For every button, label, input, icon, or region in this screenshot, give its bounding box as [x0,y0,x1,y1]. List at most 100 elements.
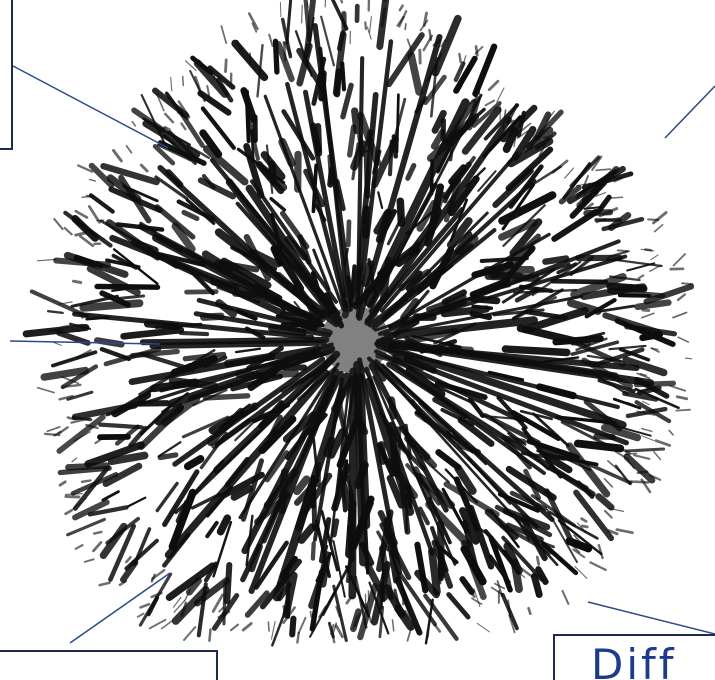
crystal-branch [446,592,471,620]
crystal-branch [672,253,686,267]
crystal-branch [94,436,105,445]
crystal-branch [380,7,387,28]
crystal-branch [576,480,595,499]
crystal-branch [230,484,253,501]
crystal-branch [56,330,91,346]
crystal-branch [675,408,691,412]
crystal-branch [357,111,382,167]
crystal-branch [241,622,253,632]
crystal-branch [64,492,84,496]
crystal-branch [116,294,146,300]
crystal-branch [405,270,423,292]
crystal-branch [71,497,87,510]
crystal-branch [254,491,291,525]
crystal-branch [296,631,300,644]
crystal-branch [373,363,387,382]
crystal-branch [181,415,230,439]
crystal-branch [272,38,280,75]
crystal-branch [345,275,354,296]
crystal-branch [334,179,346,212]
crystal-branch [636,385,657,394]
crystal-branch [501,345,571,357]
crystal-branch [88,162,115,189]
leader-line-mid-left [9,340,161,345]
crystal-branch [618,347,651,362]
crystal-branch [105,516,141,545]
crystal-branch [603,509,613,519]
crystal-branch [377,191,384,209]
crystal-branch [320,15,335,67]
crystal-branch [372,149,382,175]
crystal-branch [595,168,612,172]
crystal-branch [289,615,297,638]
crystal-branch [653,450,662,461]
crystal-branch [56,414,106,454]
crystal-branch [382,419,406,452]
crystal-branch [383,346,620,410]
crystal-branch [398,572,437,627]
crystal-branch [581,171,634,190]
crystal-branch [532,412,570,448]
crystal-branch [654,439,672,447]
crystal-branch [46,426,61,433]
crystal-branch [186,144,211,160]
crystal-branch [404,423,413,460]
crystal-branch [318,70,327,102]
crystal-branch [48,328,64,333]
crystal-branch [264,450,290,483]
crystal-branch [636,470,649,475]
crystal-branch [293,301,308,319]
crystal-branch [258,415,297,454]
crystal-branch [542,255,570,265]
crystal-branch [636,410,656,416]
crystal-branch [268,33,274,47]
crystal-branch [202,145,249,186]
crystal-branch [377,241,422,277]
crystal-branch [440,39,446,48]
crystal-branch [602,217,620,222]
crystal-branch [580,517,588,523]
crystal-branch [643,283,695,305]
crystal-branch [512,296,557,321]
crystal-branch [376,509,394,573]
crystal-branch [202,393,251,401]
crystal-branch [69,323,84,327]
crystal-branch [215,77,234,103]
crystal-branch [453,61,466,83]
crystal-branch [86,265,141,297]
crystal-branch [607,460,621,473]
crystal-branch [625,447,666,453]
crystal-branch [478,85,481,98]
crystal-branch [303,0,316,58]
crystal-branch [248,543,263,573]
crystal-branch [601,424,642,442]
crystal-branch [422,34,434,52]
crystal-branch [363,150,371,199]
crystal-branch [608,275,641,282]
crystal-branch [53,218,64,231]
crystal-branch [416,264,454,295]
crystal-branch [310,271,324,302]
crystal-branch [466,96,481,131]
crystal-branch [66,416,75,421]
crystal-branch [446,217,473,249]
callout-box-top-left [0,0,13,150]
crystal-branch [570,340,620,356]
crystal-branch [404,23,407,31]
crystal-branch [497,492,541,513]
crystal-branch [505,465,557,501]
crystal-branch [334,624,344,639]
crystal-branch [634,400,672,424]
crystal-branch [622,390,659,402]
crystal-branch [501,535,544,582]
crystal-branch [71,402,138,421]
crystal-branch [186,266,216,296]
crystal-branch [125,556,132,564]
crystal-branch [496,87,505,103]
crystal-branch [569,179,608,219]
crystal-branch [624,452,638,456]
crystal-branch [360,598,364,614]
crystal-branch [386,215,404,246]
crystal-branch [234,347,262,354]
crystal-branch [311,163,319,214]
